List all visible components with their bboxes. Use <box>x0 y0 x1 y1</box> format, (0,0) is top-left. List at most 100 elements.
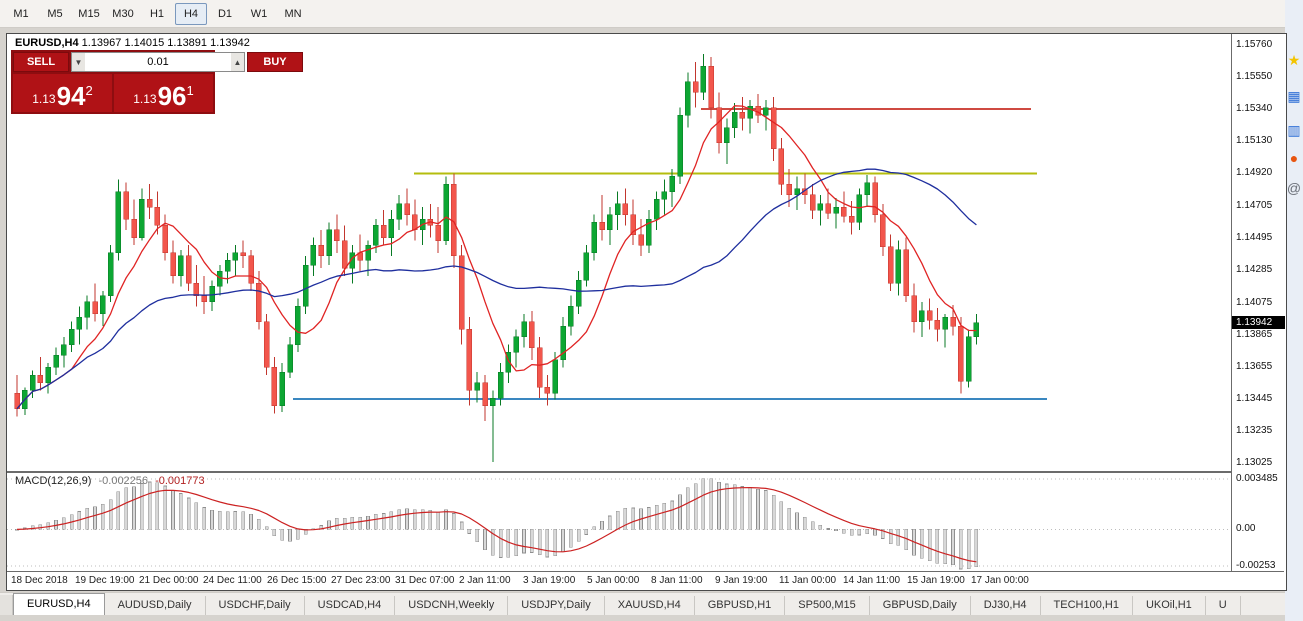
sell-price-sup: 2 <box>85 83 93 98</box>
price-chart[interactable] <box>7 34 1231 471</box>
chart-tab-usdcnh-weekly[interactable]: USDCNH,Weekly <box>395 596 509 615</box>
macd-axis-label: 0.003485 <box>1236 473 1278 484</box>
chart-title: EURUSD,H4 1.13967 1.14015 1.13891 1.1394… <box>15 37 250 49</box>
time-axis-label: 15 Jan 19:00 <box>907 575 965 586</box>
time-axis-label: 27 Dec 23:00 <box>331 575 391 586</box>
macd-axis-label: -0.00253 <box>1236 560 1276 571</box>
mail-app-icon[interactable]: @ <box>1286 180 1302 196</box>
price-axis-label: 1.15130 <box>1236 135 1273 146</box>
time-axis-label: 26 Dec 15:00 <box>267 575 327 586</box>
time-axis-label: 31 Dec 07:00 <box>395 575 455 586</box>
chart-window: EURUSD,H4 1.13967 1.14015 1.13891 1.1394… <box>6 33 1287 591</box>
time-axis-label: 18 Dec 2018 <box>11 575 68 586</box>
price-axis-label: 1.14705 <box>1236 200 1273 211</box>
chart-tab-audusd-daily[interactable]: AUDUSD,Daily <box>105 596 206 615</box>
chart-tab-tech100-h1[interactable]: TECH100,H1 <box>1041 596 1133 615</box>
time-axis-label: 19 Dec 19:00 <box>75 575 135 586</box>
price-axis-label: 1.13445 <box>1236 393 1273 404</box>
time-axis-label: 8 Jan 11:00 <box>651 575 703 586</box>
macd-histogram <box>15 478 979 570</box>
price-axis-label: 1.14075 <box>1236 297 1273 308</box>
timeframe-button-m30[interactable]: M30 <box>112 7 134 20</box>
candles-layer <box>14 54 980 463</box>
chart-tab-ukoil-h1[interactable]: UKOil,H1 <box>1133 596 1206 615</box>
time-axis-label: 14 Jan 11:00 <box>843 575 901 586</box>
chart-tab-dj30-h4[interactable]: DJ30,H4 <box>971 596 1041 615</box>
desktop-strip: ★ ▦ ▥ ● @ <box>1285 0 1303 621</box>
timeframe-button-m15[interactable]: M15 <box>78 7 100 20</box>
chart-ohlc-values: 1.13967 1.14015 1.13891 1.13942 <box>81 37 250 49</box>
price-axis-label: 1.15550 <box>1236 71 1273 82</box>
time-axis-label: 11 Jan 00:00 <box>779 575 837 586</box>
buy-price-sup: 1 <box>186 83 194 98</box>
timeframe-button-h4[interactable]: H4 <box>175 2 207 25</box>
time-axis-label: 3 Jan 19:00 <box>523 575 576 586</box>
price-axis[interactable]: 1.15760 1.15550 1.15340 1.15130 1.14920 1.147… <box>1231 34 1285 571</box>
price-axis-label: 1.15340 <box>1236 103 1273 114</box>
timeframe-toolbar: M1 M5 M15 M30 H1 H4 D1 W1 MN <box>0 0 1285 28</box>
price-axis-label: 1.13655 <box>1236 361 1273 372</box>
timeframe-button-w1[interactable]: W1 <box>250 7 268 20</box>
buy-button[interactable]: BUY <box>247 52 303 72</box>
chart-tab-bar: EURUSD,H4 AUDUSD,Daily USDCHF,Daily USDCAD,… <box>0 592 1285 615</box>
volume-input[interactable] <box>85 53 231 71</box>
price-axis-label: 1.14920 <box>1236 167 1273 178</box>
sell-button[interactable]: SELL <box>13 52 69 72</box>
price-axis-label: 1.13865 <box>1236 329 1273 340</box>
time-axis-label: 24 Dec 11:00 <box>203 575 262 586</box>
browser-app-icon[interactable]: ● <box>1289 150 1299 166</box>
timeframe-button-m1[interactable]: M1 <box>13 7 29 20</box>
macd-main-value: -0.002256 <box>98 475 149 487</box>
time-axis-label: 21 Dec 00:00 <box>139 575 199 586</box>
chart-tab-u[interactable]: U <box>1206 596 1241 615</box>
sell-price-display[interactable]: 1.13 94 2 <box>13 74 112 112</box>
chart-symbol-label: EURUSD,H4 <box>15 37 79 49</box>
chart-tab-gbpusd-daily[interactable]: GBPUSD,Daily <box>870 596 971 615</box>
macd-signal-value: -0.001773 <box>155 475 205 487</box>
macd-label: MACD(12,26,9) -0.002256 -0.001773 <box>15 475 205 487</box>
buy-price-big: 96 <box>157 81 187 111</box>
price-axis-label: 1.15760 <box>1236 39 1273 50</box>
pane-divider[interactable] <box>7 471 1284 473</box>
one-click-trading-panel: SELL ▼ ▲ BUY 1.13 94 2 1.13 96 1 <box>11 50 303 114</box>
time-axis[interactable]: 18 Dec 2018 19 Dec 19:00 21 Dec 00:00 24 De… <box>7 571 1284 589</box>
buy-price-prefix: 1.13 <box>133 92 157 106</box>
timeframe-button-m5[interactable]: M5 <box>47 7 63 20</box>
macd-axis-label: 0.00 <box>1236 523 1256 534</box>
chart-app-icon[interactable]: ▦ <box>1287 87 1301 104</box>
buy-price-display[interactable]: 1.13 96 1 <box>114 74 213 112</box>
macd-pane[interactable] <box>7 473 1231 571</box>
tab-scroll-button[interactable] <box>0 595 13 615</box>
volume-decrease-button[interactable]: ▼ <box>72 53 85 71</box>
price-axis-label: 1.14495 <box>1236 232 1273 243</box>
ma-slow-line <box>16 168 977 410</box>
timeframe-button-d1[interactable]: D1 <box>217 7 233 20</box>
current-price-badge: 1.13942 <box>1232 316 1285 329</box>
time-axis-label: 17 Jan 00:00 <box>971 575 1029 586</box>
macd-signal-line <box>16 487 977 563</box>
ma-fast-line <box>16 105 977 410</box>
chart-tab-xauusd-h4[interactable]: XAUUSD,H4 <box>605 596 695 615</box>
price-chart-pane[interactable] <box>7 34 1231 471</box>
volume-control: ▼ ▲ <box>71 52 245 72</box>
chart-tab-gbpusd-h1[interactable]: GBPUSD,H1 <box>695 596 786 615</box>
price-axis-label: 1.13025 <box>1236 457 1273 468</box>
volume-increase-button[interactable]: ▲ <box>231 53 244 71</box>
timeframe-button-mn[interactable]: MN <box>284 7 302 20</box>
time-axis-label: 9 Jan 19:00 <box>715 575 768 586</box>
timeframe-button-h1[interactable]: H1 <box>149 7 165 20</box>
time-axis-label: 2 Jan 11:00 <box>459 575 511 586</box>
sell-price-prefix: 1.13 <box>32 92 56 106</box>
chart-tab-usdjpy-daily[interactable]: USDJPY,Daily <box>508 596 605 615</box>
sell-price-big: 94 <box>56 81 86 111</box>
chart-tab-eurusd-h4[interactable]: EURUSD,H4 <box>13 593 105 615</box>
macd-indicator[interactable] <box>7 473 1231 571</box>
chart-tab-usdcad-h4[interactable]: USDCAD,H4 <box>305 596 396 615</box>
macd-name: MACD(12,26,9) <box>15 475 92 487</box>
star-icon[interactable]: ★ <box>1287 51 1301 68</box>
chart-tab-sp500-m15[interactable]: SP500,M15 <box>785 596 870 615</box>
price-axis-label: 1.14285 <box>1236 264 1273 275</box>
chart-tab-usdchf-daily[interactable]: USDCHF,Daily <box>206 596 305 615</box>
stats-app-icon[interactable]: ▥ <box>1287 121 1301 138</box>
